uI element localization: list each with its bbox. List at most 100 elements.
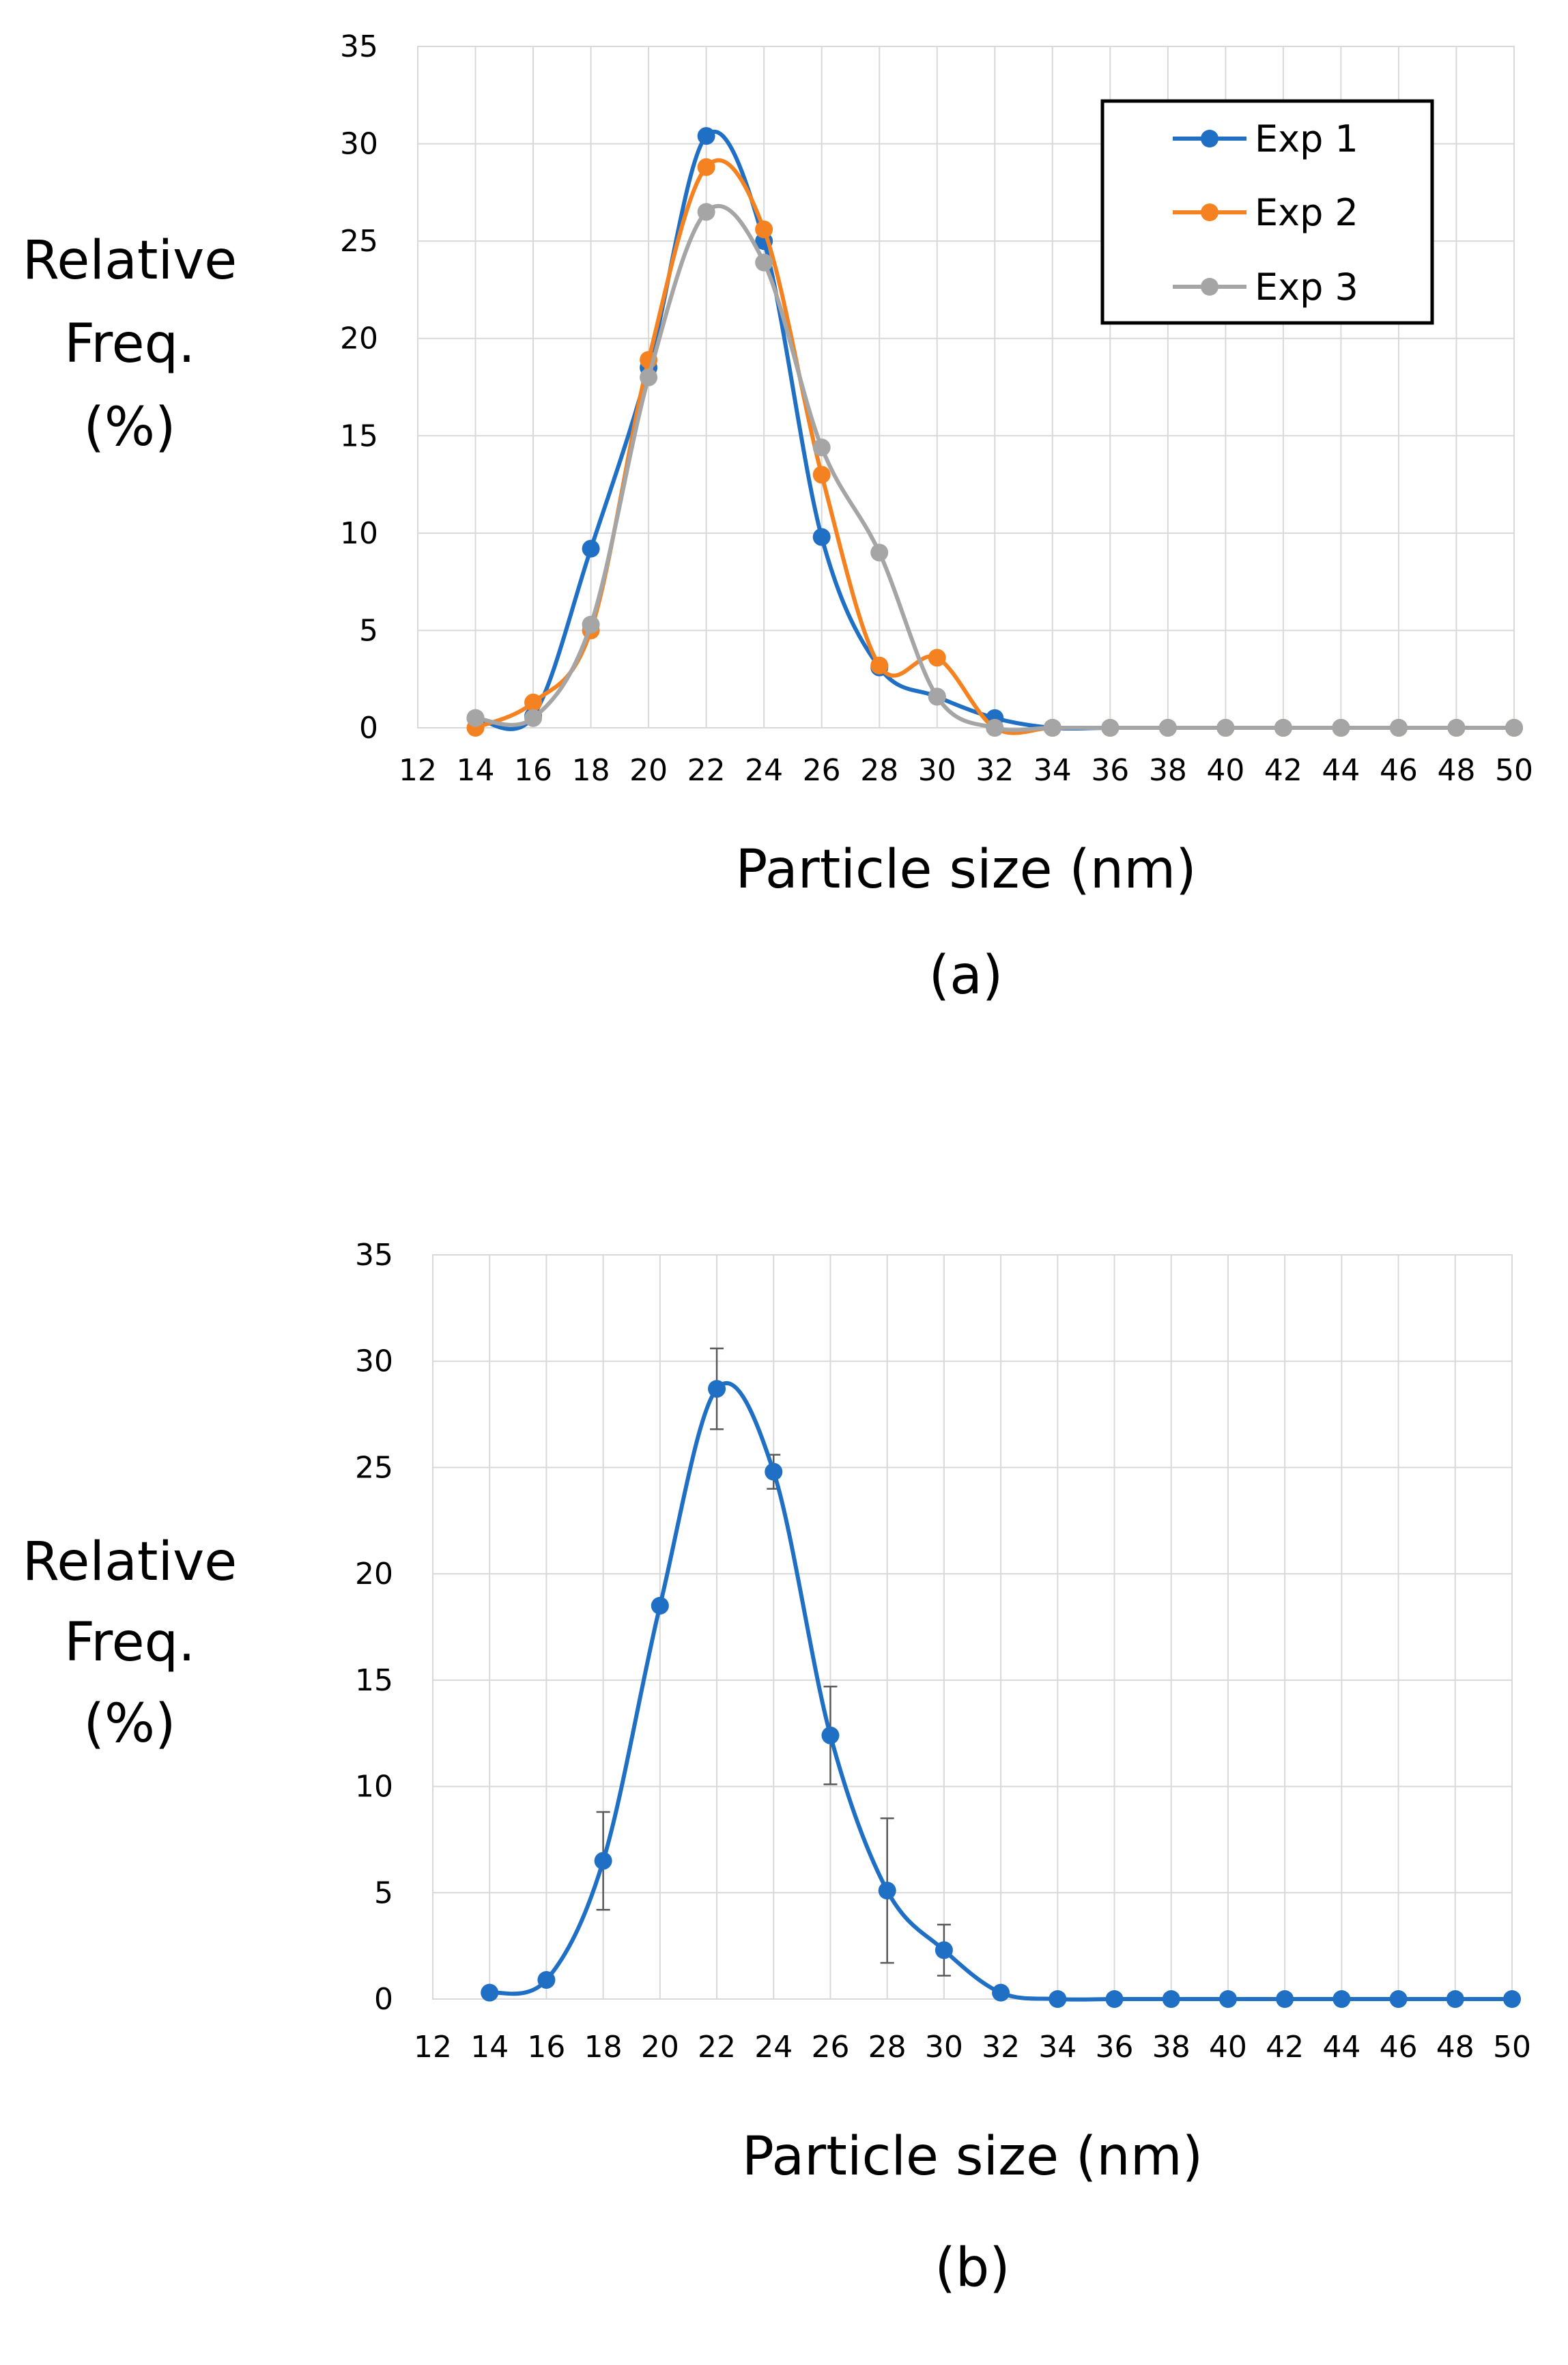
y-tick-label: 35 xyxy=(340,29,378,64)
x-tick-label: 22 xyxy=(698,2030,736,2065)
data-point xyxy=(1218,1990,1237,2008)
x-tick-label: 12 xyxy=(399,753,437,788)
x-tick-label: 18 xyxy=(584,2030,623,2065)
data-point xyxy=(1332,1990,1351,2008)
data-point xyxy=(582,615,600,634)
x-tick-label: 48 xyxy=(1437,753,1475,788)
x-tick-label: 22 xyxy=(687,753,726,788)
data-point xyxy=(1389,1990,1408,2008)
legend-swatch-marker xyxy=(1201,203,1218,221)
data-point xyxy=(582,539,600,558)
series-line xyxy=(475,203,1514,733)
y-tick-label: 25 xyxy=(355,1450,393,1485)
data-point xyxy=(524,693,543,711)
x-tick-label: 34 xyxy=(1038,2030,1077,2065)
data-point xyxy=(1447,719,1466,737)
y-tick-label: 0 xyxy=(359,711,378,746)
x-tick-label: 44 xyxy=(1322,753,1360,788)
x-axis-title: Particle size (nm) xyxy=(735,839,1196,901)
x-tick-label: 40 xyxy=(1209,2030,1247,2065)
y-tick-label: 10 xyxy=(340,516,378,551)
y-tick-label: 5 xyxy=(374,1875,393,1910)
x-tick-label: 42 xyxy=(1266,2030,1304,2065)
data-point xyxy=(765,1462,783,1481)
x-tick-label: 16 xyxy=(527,2030,565,2065)
x-tick-label: 12 xyxy=(414,2030,452,2065)
chart-a: 12 14 16 18 20 22 24 26 28 30 32 34 36 38 40 42 44 46 48 50… xyxy=(23,29,1533,1006)
y-tick-label: 30 xyxy=(355,1344,393,1379)
x-tick-label: 18 xyxy=(572,753,610,788)
y-axis-title: Freq. xyxy=(64,1612,195,1673)
data-point xyxy=(755,253,773,272)
data-point xyxy=(594,1852,612,1870)
data-point xyxy=(466,709,485,727)
data-point xyxy=(1332,719,1350,737)
x-tick-label: 24 xyxy=(745,753,783,788)
data-point xyxy=(812,466,831,484)
x-tick-label: 28 xyxy=(868,2030,907,2065)
data-point xyxy=(1216,719,1235,737)
x-tick-label: 20 xyxy=(629,753,668,788)
data-point xyxy=(935,1941,953,1959)
data-point xyxy=(651,1596,669,1615)
series-line xyxy=(489,1381,1512,2002)
x-tick-label: 14 xyxy=(470,2030,509,2065)
data-point xyxy=(1105,1990,1124,2008)
chart-caption: (b) xyxy=(935,2237,1010,2299)
y-axis-title: Relative xyxy=(23,230,238,292)
data-point xyxy=(1446,1990,1464,2008)
legend-swatch-marker xyxy=(1201,278,1218,296)
chart-b: 12 14 16 18 20 22 24 26 28 30 32 34 36 38 40 42 44 46 48 50… xyxy=(23,1238,1531,2299)
x-tick-label: 38 xyxy=(1149,753,1187,788)
y-tick-label: 20 xyxy=(340,322,378,356)
series-mean xyxy=(481,1347,1521,2008)
x-tick-label: 34 xyxy=(1034,753,1072,788)
y-tick-label: 10 xyxy=(355,1770,393,1804)
y-tick-label: 30 xyxy=(340,127,378,162)
y-axis-title: Relative xyxy=(23,1531,238,1593)
y-tick-label: 25 xyxy=(340,224,378,259)
data-point xyxy=(821,1726,840,1744)
data-point xyxy=(1389,719,1408,737)
x-tick-label: 46 xyxy=(1380,2030,1418,2065)
x-tick-label: 30 xyxy=(918,753,956,788)
data-point xyxy=(992,1983,1010,2002)
legend-label: Exp 3 xyxy=(1255,266,1358,309)
x-tick-label: 32 xyxy=(975,753,1014,788)
legend-label: Exp 2 xyxy=(1255,191,1358,234)
data-point xyxy=(708,1380,726,1398)
data-point xyxy=(1101,719,1120,737)
data-point xyxy=(986,719,1004,737)
x-tick-label: 46 xyxy=(1380,753,1418,788)
data-point xyxy=(524,709,543,727)
data-point xyxy=(1162,1990,1180,2008)
data-point xyxy=(870,543,889,562)
data-point xyxy=(1505,719,1523,737)
x-tick-label: 48 xyxy=(1436,2030,1474,2065)
data-point xyxy=(697,158,715,176)
x-tick-label: 26 xyxy=(803,753,841,788)
x-tick-label: 40 xyxy=(1206,753,1244,788)
y-tick-label: 20 xyxy=(355,1557,393,1591)
data-point xyxy=(928,688,946,706)
data-point xyxy=(878,1882,896,1900)
x-tick-label: 26 xyxy=(811,2030,849,2065)
legend-label: Exp 1 xyxy=(1255,117,1358,160)
data-point xyxy=(928,649,946,667)
x-tick-label: 24 xyxy=(754,2030,793,2065)
x-tick-label: 28 xyxy=(860,753,898,788)
data-point xyxy=(640,368,658,386)
y-tick-label: 15 xyxy=(340,419,378,453)
y-tick-label: 15 xyxy=(355,1663,393,1698)
x-tick-label: 16 xyxy=(514,753,552,788)
x-tick-label: 44 xyxy=(1322,2030,1360,2065)
data-point xyxy=(1503,1990,1521,2008)
series-exp-3 xyxy=(466,203,1523,737)
data-point xyxy=(1274,719,1292,737)
data-point xyxy=(697,203,715,221)
data-point xyxy=(481,1983,499,2002)
chart-caption: (a) xyxy=(929,945,1003,1006)
legend: Exp 1 Exp 2 Exp 3 xyxy=(1100,99,1434,325)
y-axis-title: Freq. xyxy=(64,313,195,375)
